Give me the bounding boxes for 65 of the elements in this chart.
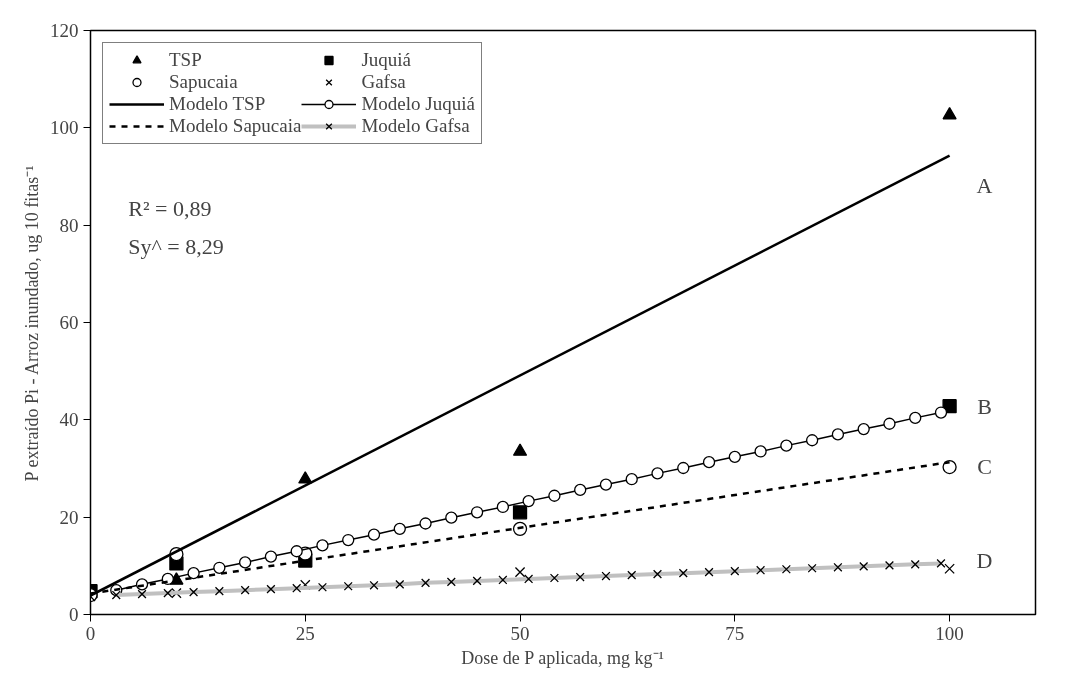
point — [393, 522, 406, 535]
x-tick-label: 100 — [935, 622, 964, 644]
annotation: Sy^ = 8,29 — [128, 234, 224, 260]
point — [470, 506, 484, 519]
legend-label: Modelo Sapucaia — [169, 115, 302, 137]
point — [754, 445, 767, 458]
y-tick-label: 80 — [59, 214, 79, 236]
point — [496, 500, 510, 514]
legend-label: Modelo TSP — [169, 93, 266, 115]
point — [522, 494, 535, 508]
point — [419, 517, 432, 530]
point — [213, 561, 226, 574]
y-tick-label: 20 — [59, 506, 79, 528]
point — [909, 411, 922, 425]
point — [942, 459, 957, 475]
point — [290, 545, 303, 558]
y-tick-label: 0 — [69, 604, 79, 625]
point — [514, 566, 526, 578]
point — [805, 434, 819, 447]
y-tick-label: 60 — [59, 312, 79, 333]
annotation: A — [976, 172, 993, 198]
annotation: B — [977, 393, 992, 419]
point — [512, 443, 528, 456]
y-tick-label: 40 — [59, 409, 79, 431]
point — [445, 511, 458, 524]
x-axis-title: Dose de P aplicada, mg kg⁻¹ — [461, 647, 665, 668]
annotation: R² = 0,89 — [128, 196, 212, 222]
point — [512, 505, 528, 520]
point — [944, 563, 955, 574]
point — [298, 471, 313, 484]
point — [934, 406, 948, 419]
annotation: D — [976, 548, 993, 574]
legend-label: Sapucaia — [169, 71, 238, 93]
legend-label: Modelo Juquiá — [361, 93, 475, 115]
legend-label: Juquiá — [361, 49, 412, 71]
x-tick-label: 25 — [295, 622, 315, 644]
point — [857, 422, 870, 436]
point — [677, 461, 690, 475]
legend-label: Modelo Gafsa — [361, 115, 470, 137]
point — [702, 456, 716, 469]
point — [651, 467, 664, 480]
point — [238, 556, 252, 569]
legend-label: TSP — [169, 49, 202, 71]
x-tick-label: 75 — [725, 622, 745, 644]
annotation: C — [977, 454, 992, 480]
point — [942, 107, 957, 120]
point — [574, 483, 587, 497]
y-tick-label: 100 — [50, 117, 79, 139]
point — [316, 539, 329, 552]
point — [625, 473, 638, 486]
point — [548, 489, 561, 502]
point — [342, 533, 355, 547]
x-tick-label: 0 — [85, 622, 96, 644]
point — [599, 478, 613, 491]
point — [264, 550, 278, 563]
point — [728, 450, 741, 463]
point — [187, 566, 200, 580]
x-tick-label: 50 — [510, 622, 530, 644]
y-axis-title: P extraído Pi - Arroz inundado, ug 10 fitas⁻¹ — [22, 165, 42, 482]
point — [883, 417, 896, 430]
point — [367, 528, 381, 541]
legend-label: Gafsa — [361, 71, 406, 93]
point — [780, 439, 793, 452]
y-tick-label: 120 — [50, 20, 79, 41]
point — [831, 428, 845, 441]
